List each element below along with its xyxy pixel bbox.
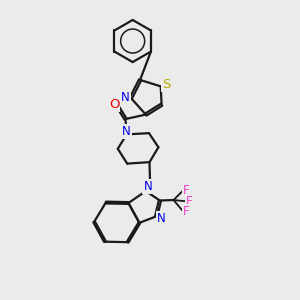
Text: N: N [143,180,152,193]
Text: O: O [109,98,119,111]
Text: F: F [183,205,189,218]
Text: N: N [122,125,131,138]
Text: N: N [121,92,130,104]
Text: F: F [183,184,189,197]
Text: N: N [157,212,166,225]
Text: S: S [162,78,170,91]
Text: F: F [186,195,193,208]
